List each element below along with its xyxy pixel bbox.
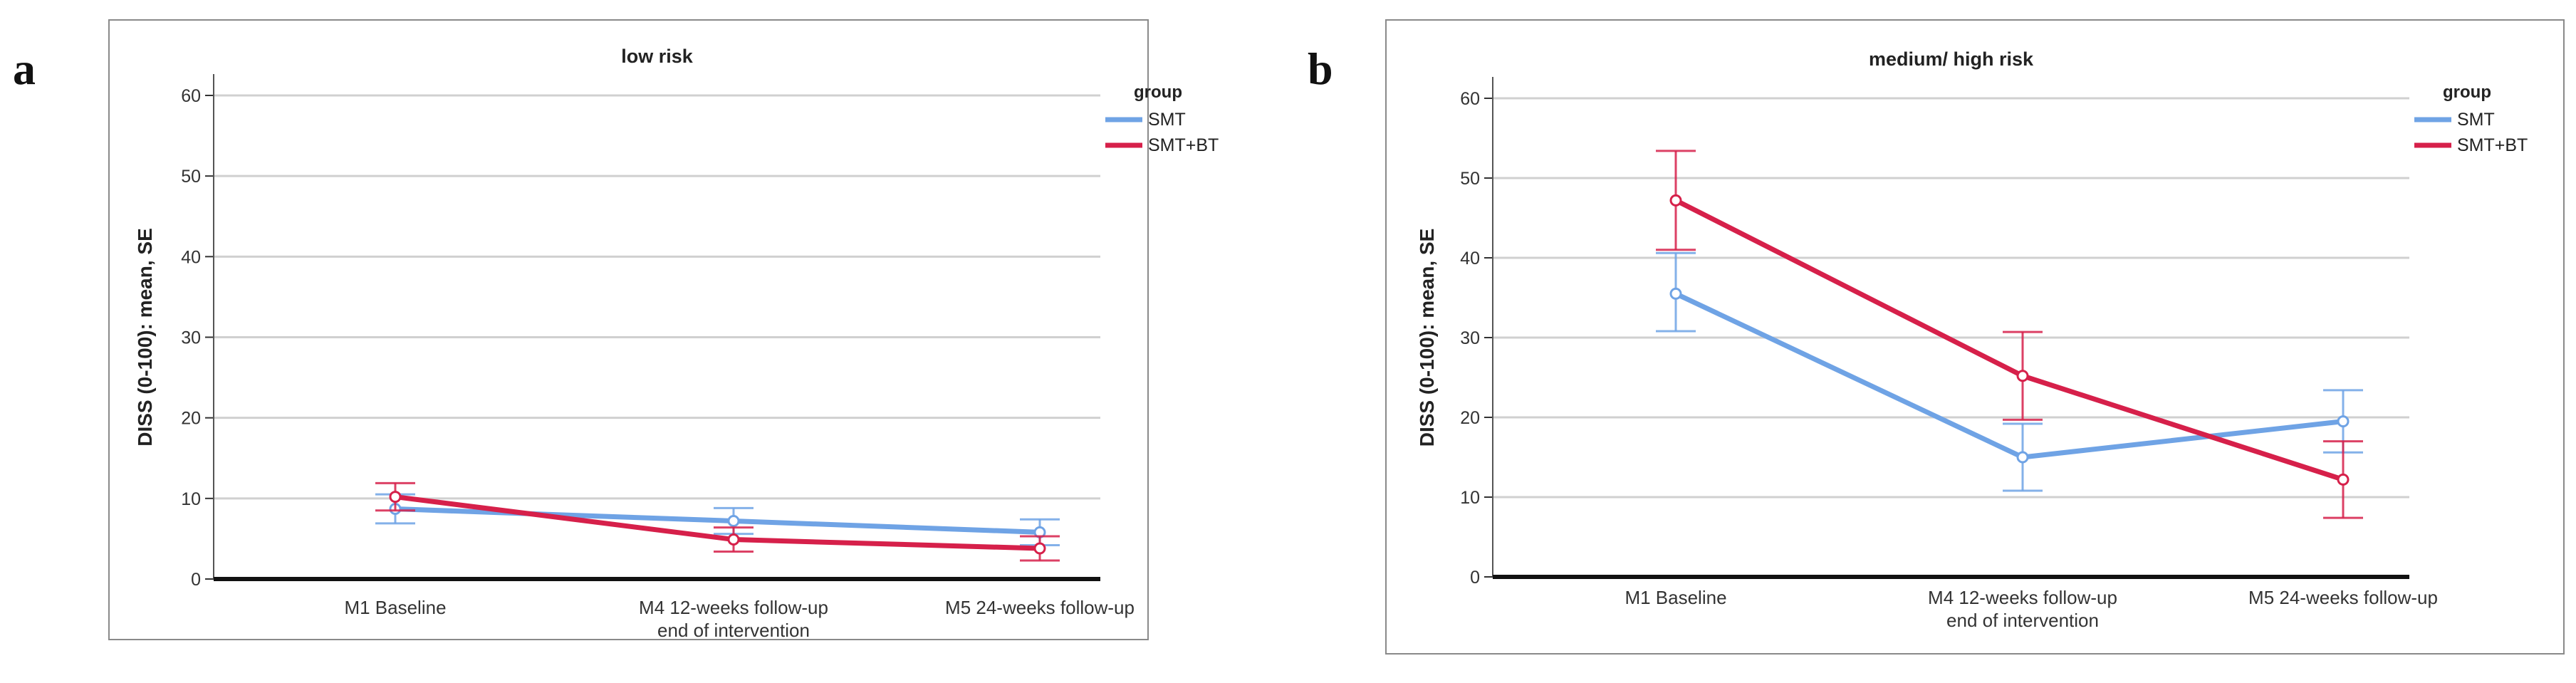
y-tick-label: 10 [1460,488,1480,508]
chart-panel-b: b medium/ high risk 0 10 20 30 40 50 60 DISS (0-1… [1308,19,2565,655]
legend-label: SMT [2457,110,2495,130]
x-tick-label: M5 24-weeks follow-up [945,597,1135,618]
y-tick-label: 60 [181,86,201,106]
y-tick-label: 0 [191,570,201,590]
data-point [1669,287,1682,300]
panel-frame [108,19,1149,640]
x-tick-label: M1 Baseline [1625,587,1726,608]
x-tick-label: M4 12-weeks follow-up [1928,587,2117,608]
y-tick-label: 30 [1460,328,1480,348]
data-point [727,515,740,528]
y-tick-label: 10 [181,489,201,509]
legend-title: group [1134,83,1182,102]
legend-label: SMT+BT [1148,135,1219,155]
data-point [1033,542,1046,555]
y-axis-label: DISS (0-100): mean, SE [134,228,156,447]
y-tick-label: 20 [1460,408,1480,428]
y-tick-label: 40 [1460,249,1480,268]
chart-title: medium/ high risk [1869,48,2034,70]
x-tick-label: M5 24-weeks follow-up [2248,587,2438,608]
data-point [389,491,402,504]
chart-panel-a: a low risk 0 10 20 30 40 50 60 DISS (0-100): mean… [13,19,1219,641]
y-axis-label: DISS (0-100): mean, SE [1416,229,1438,447]
x-tick-label: end of intervention [657,620,810,641]
y-tick-label: 20 [181,409,201,429]
data-point [2337,415,2350,428]
y-tick-label: 60 [1460,89,1480,109]
y-tick-label: 50 [181,167,201,187]
y-tick-label: 30 [181,328,201,348]
panel-letter: a [13,43,36,94]
data-point [2016,451,2029,464]
data-point [2016,370,2029,382]
x-tick-label: end of intervention [1946,610,2099,631]
y-tick-label: 40 [181,247,201,267]
legend-label: SMT [1148,110,1186,130]
data-point [1669,194,1682,207]
series-smt-bt [375,481,1060,562]
x-tick-label: M1 Baseline [344,597,446,618]
panel-letter: b [1308,43,1333,94]
y-tick-label: 0 [1470,568,1480,588]
data-point [2337,473,2350,486]
legend-label: SMT+BT [2457,135,2528,155]
legend: group SMT SMT+BT [1105,83,1219,155]
data-point [727,533,740,546]
series-smt-bt [1656,150,2363,519]
chart-title: low risk [621,46,694,67]
legend: group SMT SMT+BT [2414,83,2528,155]
series-smt [1656,251,2363,492]
y-tick-label: 50 [1460,169,1480,189]
legend-title: group [2443,83,2491,102]
x-tick-label: M4 12-weeks follow-up [639,597,828,618]
